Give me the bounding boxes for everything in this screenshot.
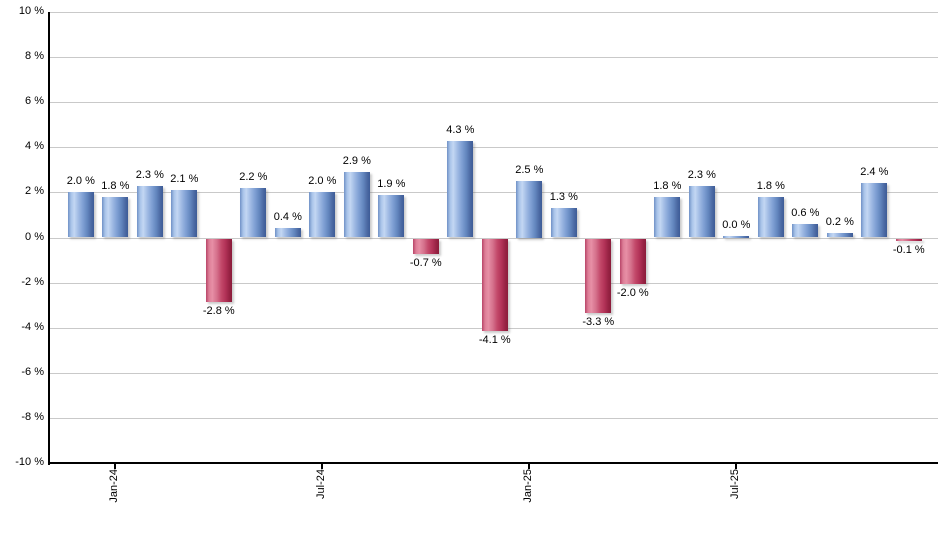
bar-Sep-25 (792, 223, 819, 238)
y-axis-label: -2 % (21, 275, 44, 288)
y-axis-label: 0 % (25, 230, 44, 243)
bar-value-label: -3.3 % (582, 315, 615, 328)
gridline--8 (48, 417, 938, 419)
bar-Jan-24 (102, 196, 129, 238)
y-axis-label: 4 % (25, 140, 44, 153)
x-axis-tick (528, 464, 531, 469)
x-axis-line (48, 462, 938, 464)
bar-value-label: 1.3 % (549, 191, 578, 204)
bar-Jul-24 (309, 192, 336, 238)
bar-value-label: 4.3 % (446, 123, 475, 136)
bar-value-label: 1.8 % (653, 179, 682, 192)
x-axis-label-Jan-24: Jan-24 (108, 469, 121, 503)
bar-value-label: 0.2 % (825, 215, 854, 228)
bar-value-label: 2.2 % (239, 170, 268, 183)
plot-area: 2.0 % 1.8 % 2.3 % 2.1 % -2.8 % 2.2 % 0.4 % 2.0 … (48, 12, 938, 465)
bar-Jun-24 (274, 228, 301, 238)
bar-Aug-25 (757, 196, 784, 238)
y-axis-line (48, 12, 50, 465)
bar-value-label: -0.1 % (892, 243, 925, 256)
x-axis-label-Jul-25: Jul-25 (729, 469, 742, 499)
bar-value-label: 2.0 % (308, 175, 337, 188)
x-axis-label-Jan-25: Jan-25 (522, 469, 535, 503)
bar-value-label: -2.8 % (202, 304, 235, 317)
bar-value-label: 2.5 % (515, 164, 544, 177)
bar-May-25 (654, 196, 681, 238)
x-axis-tick (735, 464, 738, 469)
bar-Feb-25 (550, 208, 577, 238)
y-axis-label: -8 % (21, 410, 44, 423)
bar-value-label: -4.1 % (478, 333, 511, 346)
gridline-0 (48, 237, 938, 239)
bar-Dec-25 (895, 238, 922, 241)
gridline-6 (48, 102, 938, 104)
y-axis-label: 8 % (25, 50, 44, 63)
y-axis-label: -4 % (21, 320, 44, 333)
y-axis-label: -10 % (15, 456, 44, 468)
bar-Aug-24 (343, 172, 370, 238)
x-axis-tick (114, 464, 117, 469)
bar-Dec-24 (481, 238, 508, 331)
bar-Sep-24 (378, 194, 405, 238)
y-axis-label: 10 % (18, 5, 44, 17)
bar-Mar-25 (585, 238, 612, 313)
bar-value-label: -0.7 % (409, 257, 442, 270)
bar-value-label: 0.0 % (722, 219, 751, 231)
bar-Jan-25 (516, 181, 543, 238)
bar-Feb-24 (136, 185, 163, 238)
bar-Apr-24 (205, 238, 232, 302)
bar-value-label: 2.1 % (170, 173, 199, 186)
gridline--6 (48, 372, 938, 374)
bar-Nov-25 (861, 183, 888, 238)
bar-Jul-25 (723, 236, 750, 238)
bar-Oct-25 (826, 232, 853, 238)
bar-Dec-23 (67, 192, 94, 238)
x-axis-label-Jul-24: Jul-24 (315, 469, 328, 499)
gridline-10 (48, 12, 938, 13)
y-axis-label: 2 % (25, 185, 44, 198)
bar-value-label: 2.3 % (135, 168, 164, 181)
bar-value-label: 2.0 % (66, 175, 95, 188)
bar-value-label: 2.4 % (860, 166, 889, 179)
bar-value-label: 2.3 % (687, 168, 716, 181)
gridline-2 (48, 192, 938, 194)
bar-value-label: 1.9 % (377, 177, 406, 190)
bar-Mar-24 (171, 190, 198, 238)
bar-value-label: 1.8 % (756, 179, 785, 192)
gridline-8 (48, 57, 938, 59)
bar-value-label: 2.9 % (342, 155, 371, 168)
bar-Jun-25 (688, 185, 715, 238)
y-axis-label: -6 % (21, 365, 44, 378)
bar-value-label: 0.4 % (273, 211, 302, 224)
bar-Apr-25 (619, 238, 646, 284)
gridline-4 (48, 147, 938, 149)
bar-value-label: 1.8 % (101, 179, 130, 192)
bar-value-label: -2.0 % (616, 286, 649, 299)
x-axis-tick (321, 464, 324, 469)
bar-Oct-24 (412, 238, 439, 255)
bar-May-24 (240, 187, 267, 238)
bar-value-label: 0.6 % (791, 206, 820, 219)
bar-Nov-24 (447, 140, 474, 238)
y-axis-label: 6 % (25, 95, 44, 108)
